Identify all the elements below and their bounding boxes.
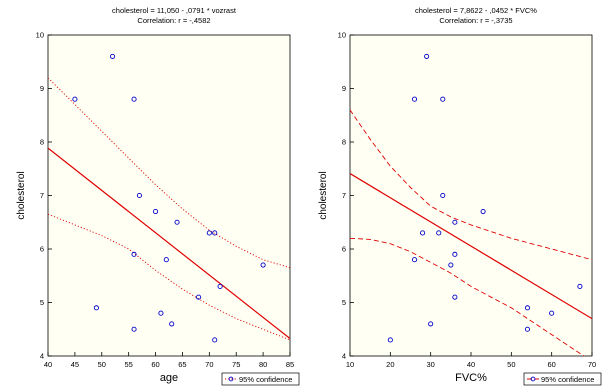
x-tick-label: 10 [346, 360, 354, 369]
data-point [524, 305, 531, 311]
data-point [109, 53, 116, 59]
y-axis-label: cholesterol [318, 171, 329, 219]
legend: 95% confidence [523, 372, 602, 386]
y-tick-label: 8 [342, 138, 346, 147]
legend-box [523, 372, 602, 386]
y-tick-label: 9 [342, 84, 346, 93]
x-tick-label: 80 [259, 360, 267, 369]
x-tick-label: 60 [151, 360, 159, 369]
y-tick-label: 8 [40, 138, 44, 147]
legend-box [221, 372, 300, 386]
chart-title: cholesterol = 7,8622 - ,0452 * FVC% [415, 6, 537, 15]
data-point [440, 192, 446, 199]
y-tick-label: 10 [36, 31, 44, 40]
x-tick-label: 50 [98, 360, 106, 369]
x-tick-label: 85 [286, 360, 294, 369]
data-point [131, 251, 137, 257]
legend-point-swatch [228, 376, 234, 382]
data-point [131, 96, 137, 102]
chart-panel-fvc: cholesterol = 7,8622 - ,0452 * FVC% Corre… [302, 0, 603, 389]
data-point [136, 192, 142, 199]
plot-area [349, 34, 593, 357]
y-axis-label: cholesterol [16, 171, 27, 219]
y-tick-label: 9 [40, 84, 44, 93]
x-tick-label: 40 [467, 360, 475, 369]
data-point [440, 96, 446, 102]
y-tick-label: 10 [338, 31, 346, 40]
y-tick-label: 6 [40, 245, 44, 254]
x-tick-label: 55 [124, 360, 132, 369]
data-point [428, 321, 434, 327]
y-tick-label: 4 [40, 352, 44, 361]
legend: 95% confidence [221, 372, 300, 386]
x-tick-label: 40 [44, 360, 52, 369]
data-point [217, 283, 223, 290]
data-point [131, 326, 137, 332]
chart-title: cholesterol = 11,050 - ,0791 * vozrast [112, 6, 237, 15]
chart-svg: cholesterol = 11,050 - ,0791 * vozrastCo… [16, 6, 300, 386]
data-point [452, 294, 458, 300]
data-point [158, 310, 164, 316]
x-tick-label: 45 [71, 360, 79, 369]
y-tick-label: 5 [342, 298, 346, 307]
legend-label: 95% confidence [541, 375, 594, 384]
plot-content [48, 77, 290, 341]
data-point [163, 257, 169, 263]
x-tick-label: 30 [426, 360, 434, 369]
data-point [420, 230, 426, 236]
regression-line [48, 147, 290, 340]
plot-content [350, 109, 592, 356]
confidence-band-lower [48, 213, 290, 341]
chart-svg: cholesterol = 7,8622 - ,0452 * FVC%Corre… [318, 6, 602, 386]
data-point [387, 337, 393, 343]
data-point [549, 310, 555, 316]
x-tick-label: 75 [232, 360, 240, 369]
x-tick-label: 60 [547, 360, 555, 369]
data-point [448, 262, 454, 268]
data-point [196, 294, 202, 300]
y-tick-label: 7 [40, 191, 44, 200]
x-axis-label: age [160, 372, 178, 384]
x-tick-label: 65 [178, 360, 186, 369]
chart-panel-age: cholesterol = 11,050 - ,0791 * vozrast Co… [0, 0, 301, 389]
regression-line [350, 173, 592, 320]
plot-area [47, 34, 291, 357]
legend-point-swatch [530, 376, 536, 382]
legend-label: 95% confidence [239, 375, 292, 384]
x-axis-label: FVC% [455, 372, 487, 384]
y-tick-label: 6 [342, 245, 346, 254]
data-point [424, 53, 430, 59]
data-point [480, 208, 486, 215]
data-point [452, 251, 458, 257]
x-tick-label: 70 [205, 360, 213, 369]
data-point [436, 230, 442, 236]
x-tick-label: 70 [588, 360, 596, 369]
confidence-band-upper [350, 109, 592, 261]
data-point [260, 262, 266, 268]
chart-subtitle: Correlation: r = -,4582 [137, 16, 210, 25]
confidence-band-upper [48, 77, 290, 269]
y-tick-label: 4 [342, 352, 346, 361]
data-point [153, 208, 159, 215]
chart-subtitle: Correlation: r = -,3735 [439, 16, 512, 25]
x-tick-label: 20 [386, 360, 394, 369]
data-point [93, 305, 99, 311]
data-point [206, 230, 212, 236]
confidence-band-lower [350, 237, 585, 356]
data-point [212, 230, 218, 236]
data-point [174, 219, 180, 225]
data-point [212, 337, 218, 343]
data-point [411, 257, 418, 263]
x-tick-label: 50 [507, 360, 515, 369]
data-point [577, 283, 583, 290]
data-point [524, 326, 531, 332]
data-point [169, 321, 175, 327]
data-point [72, 96, 78, 102]
data-point [452, 219, 458, 225]
y-tick-label: 5 [40, 298, 44, 307]
y-tick-label: 7 [342, 191, 346, 200]
data-point [411, 96, 418, 102]
